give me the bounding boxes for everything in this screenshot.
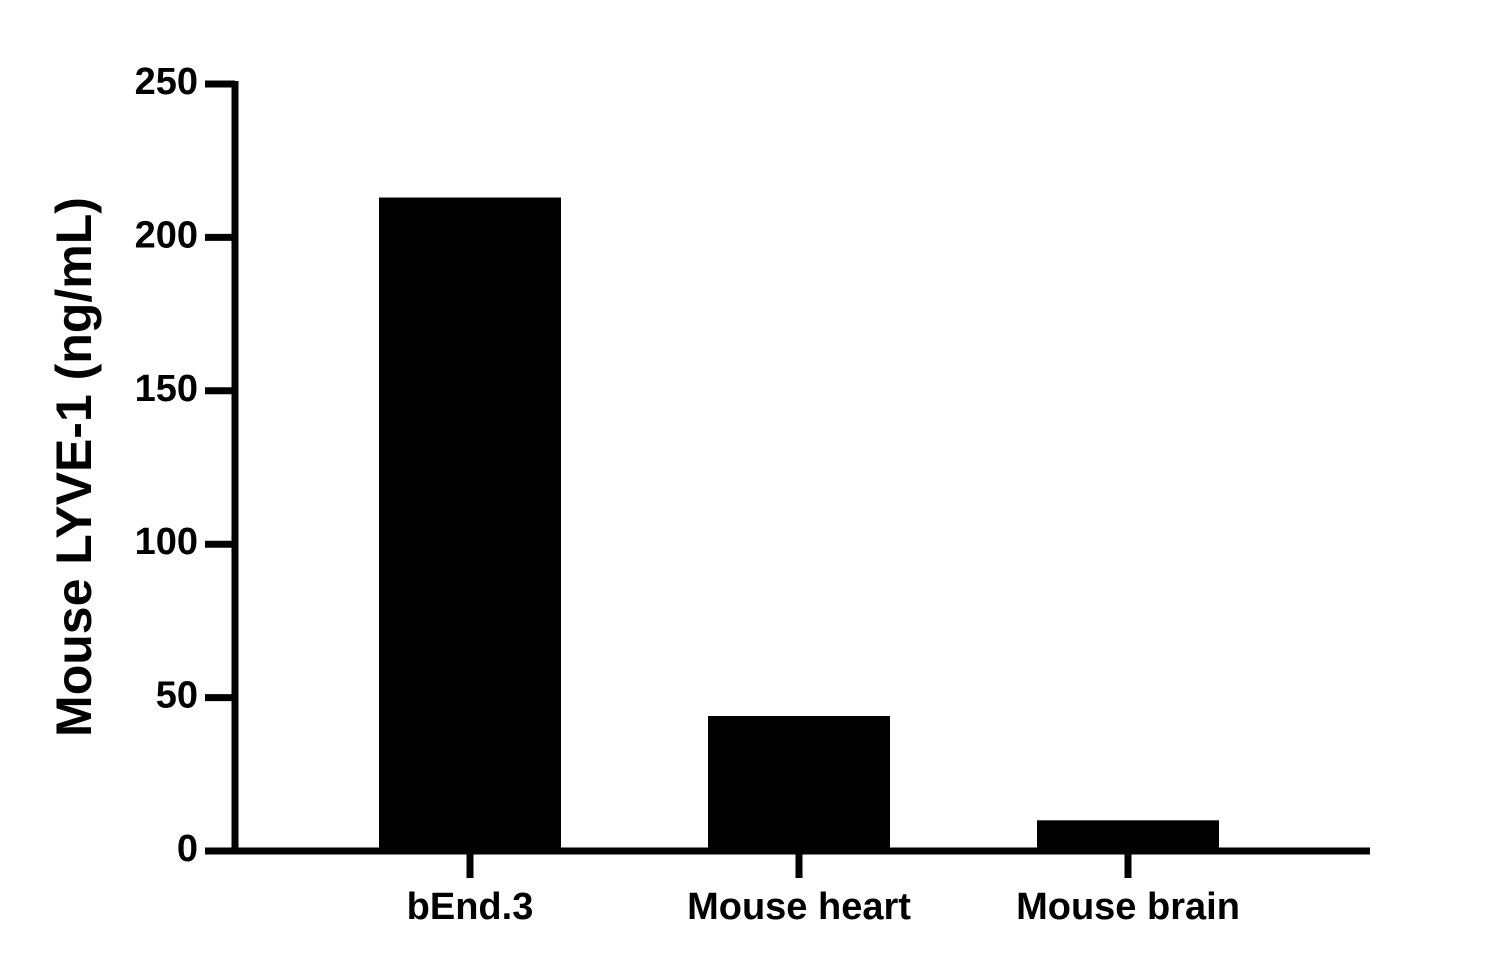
bar [379,197,561,852]
y-axis-label: Mouse LYVE-1 (ng/mL) [46,197,102,737]
y-tick-label: 250 [135,61,198,103]
y-tick-label: 150 [135,368,198,410]
y-tick-label: 200 [135,214,198,256]
y-tick-label: 0 [177,828,198,870]
y-tick-label: 100 [135,521,198,563]
y-tick-label: 50 [156,675,198,717]
bar [708,716,890,851]
x-tick-label: Mouse brain [1016,886,1240,928]
x-tick-label: Mouse heart [687,886,911,928]
x-tick-label: bEnd.3 [407,886,534,928]
bar [1037,820,1219,851]
